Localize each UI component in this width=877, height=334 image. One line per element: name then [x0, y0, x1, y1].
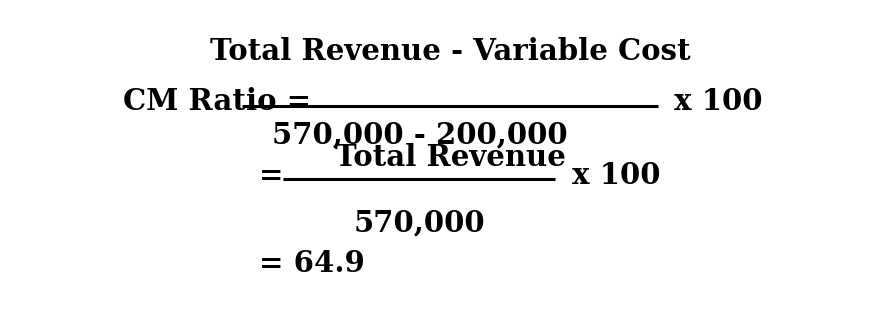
Text: = 64.9: = 64.9: [260, 249, 365, 278]
Text: 570,000 - 200,000: 570,000 - 200,000: [271, 120, 567, 149]
Text: x 100: x 100: [561, 161, 660, 190]
Text: CM Ratio =: CM Ratio =: [123, 87, 321, 116]
Text: 570,000: 570,000: [353, 208, 485, 237]
Text: Total Revenue - Variable Cost: Total Revenue - Variable Cost: [210, 37, 689, 66]
Text: =: =: [260, 161, 294, 190]
Text: Total Revenue: Total Revenue: [334, 143, 565, 172]
Text: x 100: x 100: [664, 87, 762, 116]
